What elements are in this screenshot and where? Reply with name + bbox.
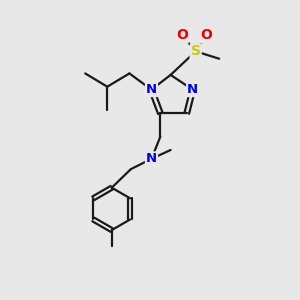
Text: O: O (176, 28, 188, 42)
Text: N: N (187, 83, 198, 96)
Text: O: O (200, 28, 212, 42)
Text: S: S (190, 44, 201, 58)
Text: N: N (146, 152, 157, 165)
Text: N: N (146, 83, 157, 96)
